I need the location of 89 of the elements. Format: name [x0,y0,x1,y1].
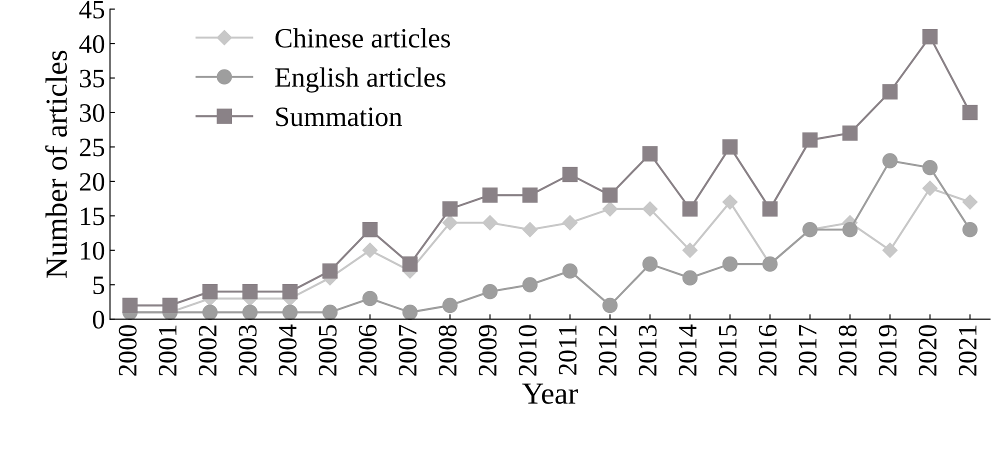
x-tick-label: 2010 [518,325,537,376]
point [562,215,578,230]
y-tick-label: 35 [80,70,104,88]
y-tick-label: 5 [93,276,104,294]
point [402,256,418,272]
point [642,146,658,162]
point [922,29,938,44]
point [682,270,698,286]
y-axis-title: Number of articles [45,50,67,278]
x-tick-label: 2007 [398,324,417,376]
x-tick-label: 2019 [878,325,897,376]
legend-label: English articles [275,67,446,93]
x-tick-label: 2020 [918,325,937,376]
x-tick-label: 2013 [638,325,657,376]
point [202,284,218,300]
point [362,242,378,258]
x-tick-label: 2014 [678,324,697,376]
point [722,256,738,272]
x-tick-label: 2008 [438,325,457,376]
point [642,201,658,217]
point [442,298,458,314]
y-tick-label: 25 [80,138,104,156]
point [882,153,898,168]
point [282,284,298,300]
point [562,166,578,182]
point [562,263,578,279]
x-tick-label: 2006 [358,324,377,376]
point [522,188,538,203]
point [162,298,178,314]
point [682,201,698,217]
x-tick-label: 2000 [118,325,137,376]
x-tick-label: 2004 [278,324,297,376]
point [442,215,458,230]
y-tick-label: 45 [79,0,104,19]
point [522,277,538,292]
x-tick-label: 2021 [958,326,977,376]
point [962,222,978,238]
point [722,194,738,210]
point [962,194,978,210]
point [202,304,218,320]
x-tick-label: 2015 [718,325,737,376]
point [482,215,498,230]
point [282,304,298,320]
x-tick-label: 2011 [558,326,577,375]
x-tick-label: 2002 [198,326,217,376]
point [602,188,618,203]
legend-label: Summation [276,108,402,126]
point [402,304,418,320]
point [882,242,898,258]
point [242,284,258,300]
x-tick-label: 2009 [478,325,497,376]
point [642,256,658,272]
x-tick-label: 2003 [238,325,257,376]
point [962,104,978,120]
point [722,139,738,155]
point [322,304,338,320]
point [122,298,138,314]
x-tick-label: 2001 [158,326,177,376]
y-tick-label: 15 [81,208,104,226]
y-tick-label: 30 [80,104,104,122]
point [762,201,778,217]
x-tick-label: 2016 [758,324,777,376]
point [482,284,498,300]
point [442,201,458,217]
point [922,160,938,176]
point [842,222,858,238]
point [842,126,858,141]
x-tick-label: 2018 [838,325,857,376]
point [682,242,698,258]
x-tick-label: 2017 [798,324,817,376]
y-tick-label: 10 [81,242,104,260]
x-tick-label: 2005 [318,325,337,376]
point [922,180,938,196]
x-tick-label: 2012 [598,326,617,376]
y-tick-label: 40 [79,35,104,53]
point [482,188,498,203]
point [362,290,378,306]
y-tick-label: 0 [92,310,104,329]
point [602,201,618,217]
point [802,132,818,148]
point [242,304,258,320]
point [882,84,898,100]
y-tick-label: 20 [80,172,104,191]
x-axis-title: Year [522,384,578,404]
point [522,222,538,238]
point [602,298,618,314]
legend-label: Chinese articles [276,28,450,48]
point [362,222,378,238]
point [322,263,338,279]
